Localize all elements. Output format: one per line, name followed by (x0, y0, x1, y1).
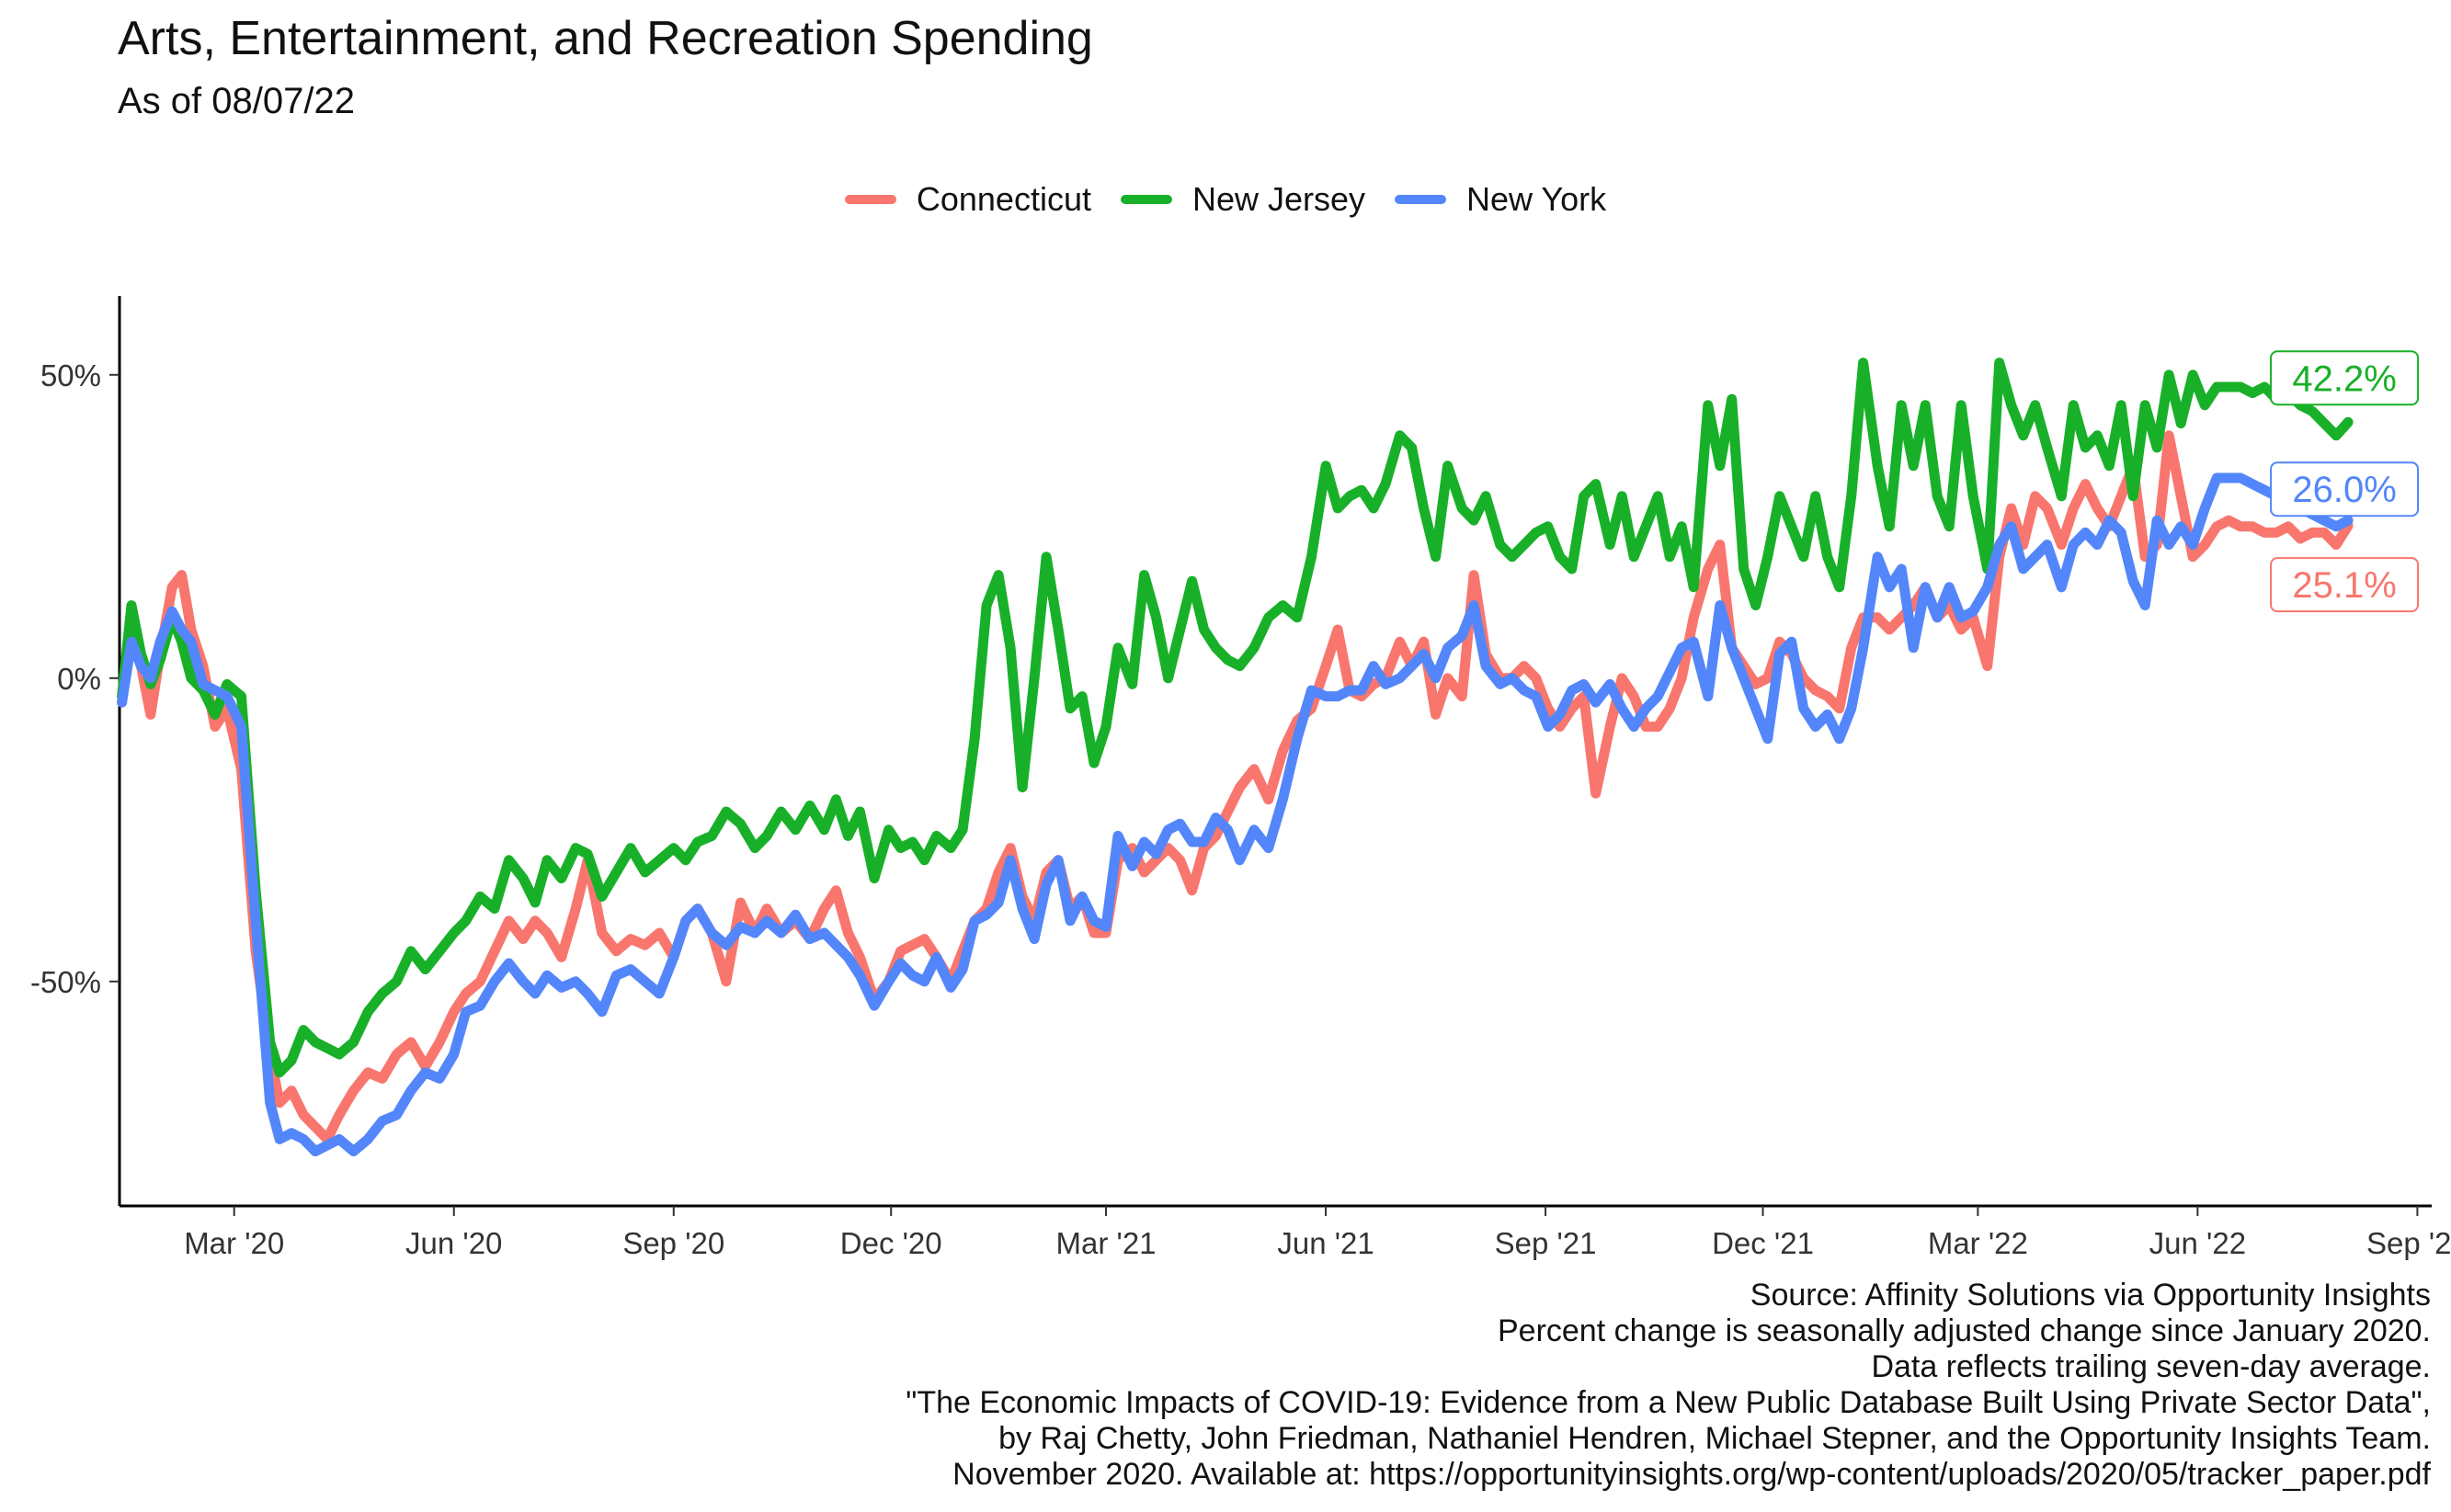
caption-line-paper-title: "The Economic Impacts of COVID-19: Evide… (906, 1385, 2431, 1420)
y-tick-label: -50% (30, 965, 101, 999)
end-label-new-york: 26.0% (2292, 470, 2396, 510)
y-tick-label: 0% (57, 662, 101, 696)
x-tick-label: Mar '22 (1928, 1226, 2028, 1260)
end-label-box-connecticut (2270, 557, 2420, 613)
source-caption: Source: Affinity Solutions via Opportuni… (906, 1278, 2431, 1493)
caption-line-url: November 2020. Available at: https://opp… (952, 1457, 2431, 1492)
series-line-new-york (117, 472, 2354, 1157)
x-tick-label: Jun '22 (2149, 1226, 2246, 1260)
x-tick-label: Sep '21 (1495, 1226, 1597, 1260)
y-tick-label: 50% (40, 358, 101, 392)
x-tick-label: Dec '20 (840, 1226, 942, 1260)
x-tick-label: Jun '21 (1277, 1226, 1374, 1260)
legend: Connecticut New Jersey New York (0, 180, 2451, 219)
legend-label-connecticut: Connecticut (916, 180, 1091, 218)
legend-item-new-york: New York (1395, 180, 1606, 219)
legend-swatch-connecticut (844, 195, 896, 204)
x-tick-label: Mar '20 (184, 1226, 284, 1260)
legend-label-new-york: New York (1466, 180, 1607, 218)
legend-item-new-jersey: New Jersey (1120, 180, 1366, 219)
caption-line-source: Source: Affinity Solutions via Opportuni… (1750, 1278, 2431, 1313)
legend-label-new-jersey: New Jersey (1191, 180, 1366, 218)
chart-subtitle: As of 08/07/22 (118, 81, 355, 121)
legend-swatch-new-jersey (1120, 195, 1172, 204)
caption-line-method: Percent change is seasonally adjusted ch… (1497, 1313, 2431, 1348)
chart-title: Arts, Entertainment, and Recreation Spen… (118, 12, 1093, 65)
end-label-new-jersey: 42.2% (2292, 358, 2396, 399)
end-label-box-new-jersey (2270, 350, 2420, 406)
legend-item-connecticut: Connecticut (844, 180, 1091, 219)
x-tick-label: Sep '20 (622, 1226, 724, 1260)
caption-line-authors: by Raj Chetty, John Friedman, Nathaniel … (998, 1421, 2431, 1456)
caption-line-average: Data reflects trailing seven-day average… (1871, 1349, 2431, 1384)
x-tick-label: Sep '22 (2366, 1226, 2451, 1260)
end-label-connecticut: 25.1% (2292, 565, 2396, 606)
series-line-connecticut (117, 430, 2354, 1144)
legend-swatch-new-york (1395, 195, 1447, 204)
x-tick-label: Dec '21 (1712, 1226, 1814, 1260)
x-tick-label: Jun '20 (405, 1226, 502, 1260)
end-label-box-new-york (2270, 461, 2420, 517)
series-line-new-jersey (117, 358, 2354, 1078)
x-tick-label: Mar '21 (1056, 1226, 1157, 1260)
